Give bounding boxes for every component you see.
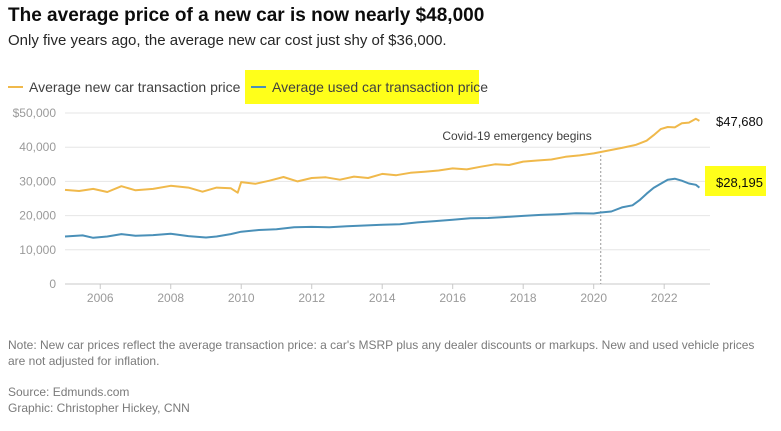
line-chart: 0 10,000 20,000 30,000 40,000 $50,000 2006 2008… [13, 106, 766, 305]
chart-title: The average price of a new car is now ne… [8, 5, 485, 26]
legend-swatch-new [8, 86, 23, 88]
x-tick-label: 2008 [157, 291, 184, 305]
graphic-credit: Graphic: Christopher Hickey, CNN [8, 401, 190, 415]
legend-label-new: Average new car transaction price [29, 79, 241, 95]
end-label-highlight [705, 166, 766, 196]
end-label-used: $28,195 [716, 175, 763, 190]
y-tick-label: 0 [49, 277, 56, 291]
source-credit: Source: Edmunds.com [8, 385, 130, 399]
series-line-used [64, 177, 701, 239]
x-tick-label: 2014 [369, 291, 396, 305]
x-tick-label: 2010 [228, 291, 255, 305]
x-tick-label: 2006 [87, 291, 114, 305]
x-tick-label: 2018 [510, 291, 537, 305]
y-tick-label: 10,000 [19, 243, 56, 257]
chart-note: Note: New car prices reflect the average… [8, 338, 755, 368]
legend-highlight [245, 70, 479, 104]
legend-swatch-used [251, 86, 266, 88]
y-tick-label: 20,000 [19, 209, 56, 223]
legend-item-used: Average used car transaction price [251, 70, 488, 104]
credits: Source: Edmunds.com Graphic: Christopher… [8, 384, 190, 416]
x-tick-label: 2016 [439, 291, 466, 305]
series-line-new [64, 117, 700, 194]
x-tick-label: 2012 [298, 291, 325, 305]
legend-item-new: Average new car transaction price [8, 70, 240, 104]
legend-label-used: Average used car transaction price [272, 79, 489, 95]
chart-subtitle: Only five years ago, the average new car… [8, 32, 447, 49]
x-tick-label: 2020 [580, 291, 607, 305]
y-tick-label: 40,000 [19, 140, 56, 154]
y-tick-label: 30,000 [19, 174, 56, 188]
end-label-new: $47,680 [716, 114, 763, 129]
x-tick-label: 2022 [651, 291, 678, 305]
annotation-label: Covid-19 emergency begins [442, 129, 591, 143]
y-tick-label: $50,000 [13, 106, 57, 120]
